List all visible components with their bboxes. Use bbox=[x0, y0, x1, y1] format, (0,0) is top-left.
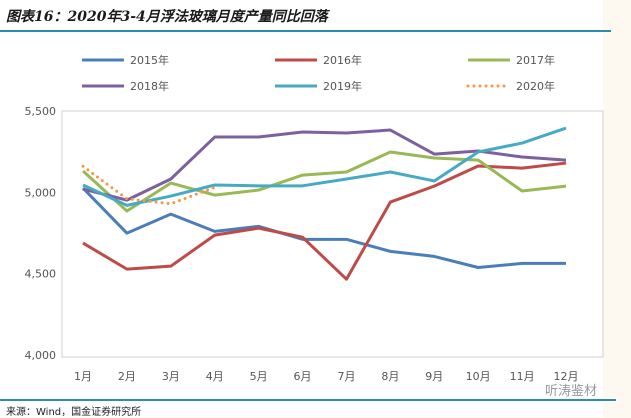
legend-label: 2016年 bbox=[323, 53, 362, 67]
x-tick-label: 2月 bbox=[118, 370, 136, 383]
legend-label: 2018年 bbox=[130, 79, 169, 93]
legend-label: 2020年 bbox=[516, 79, 555, 93]
x-tick-label: 5月 bbox=[250, 370, 268, 383]
legend-label: 2017年 bbox=[516, 53, 555, 67]
x-tick-label: 11月 bbox=[510, 370, 535, 383]
x-tick-label: 6月 bbox=[294, 370, 312, 383]
x-tick-label: 1月 bbox=[74, 370, 92, 383]
x-tick-label: 10月 bbox=[466, 370, 491, 383]
series-line-2018年 bbox=[83, 130, 566, 200]
divider bbox=[0, 399, 616, 401]
source-note: 来源：Wind，国金证券研究所 bbox=[6, 403, 141, 418]
y-tick-label: 5,000 bbox=[25, 186, 57, 199]
y-tick-label: 4,000 bbox=[25, 349, 57, 362]
legend-label: 2019年 bbox=[323, 79, 362, 93]
legend-label: 2015年 bbox=[130, 53, 169, 67]
y-tick-label: 4,500 bbox=[25, 268, 57, 281]
x-tick-label: 4月 bbox=[206, 370, 224, 383]
x-tick-label: 3月 bbox=[162, 370, 180, 383]
plot-frame bbox=[62, 111, 603, 357]
x-tick-label: 7月 bbox=[337, 370, 355, 383]
y-tick-label: 5,500 bbox=[25, 105, 57, 118]
x-tick-label: 9月 bbox=[425, 370, 443, 383]
x-tick-label: 8月 bbox=[381, 370, 399, 383]
watermark: 听涛鉴材 bbox=[545, 380, 597, 399]
